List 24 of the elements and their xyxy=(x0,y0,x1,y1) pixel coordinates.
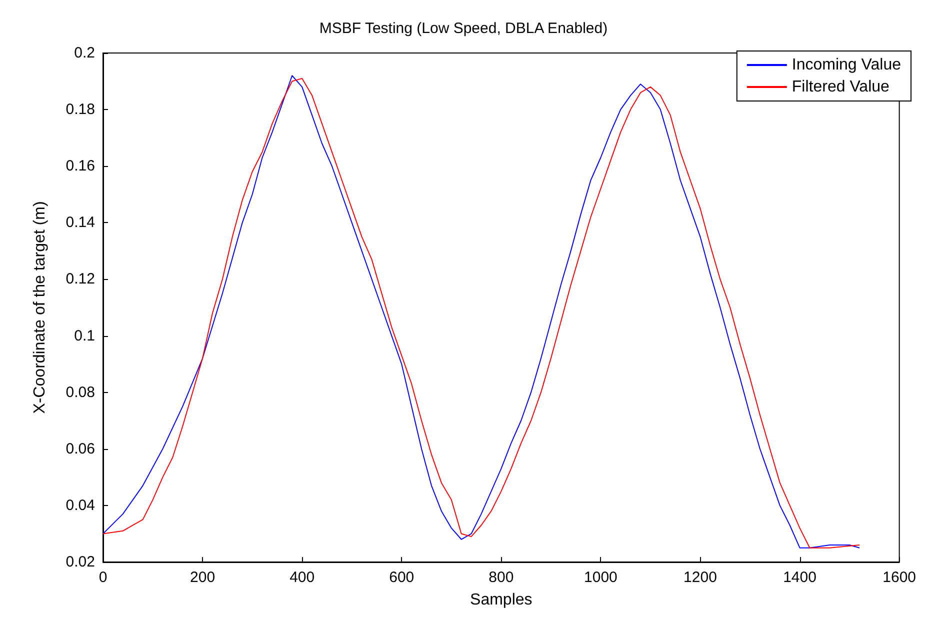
y-tick-label: 0.1 xyxy=(74,327,95,344)
x-axis-title: Samples xyxy=(470,592,532,608)
x-tick-label: 1400 xyxy=(783,569,816,586)
x-tick-label: 0 xyxy=(98,569,108,586)
x-tick-label: 200 xyxy=(190,569,216,586)
x-tick-label: 1000 xyxy=(584,569,618,586)
y-tick-label: 0.14 xyxy=(66,214,95,232)
y-tick-label: 0.06 xyxy=(66,440,95,458)
chart-title: MSBF Testing (Low Speed, DBLA Enabled) xyxy=(319,20,608,37)
y-tick-label: 0.12 xyxy=(66,270,95,288)
y-tick-label: 0.16 xyxy=(66,158,95,175)
legend-label: Filtered Value xyxy=(792,78,890,96)
legend-label: Incoming Value xyxy=(792,56,902,74)
x-tick-label: 400 xyxy=(290,569,315,586)
x-tick-label: 600 xyxy=(389,569,414,586)
y-axis-title: X-Coordinate of the target (m) xyxy=(32,201,48,414)
x-tick-label: 1200 xyxy=(684,569,717,586)
y-tick-label: 0.08 xyxy=(66,384,95,401)
y-tick-label: 0.2 xyxy=(74,44,95,62)
y-tick-label: 0.02 xyxy=(66,554,95,570)
y-tick-label: 0.18 xyxy=(66,101,95,118)
x-tick-label: 1600 xyxy=(882,569,916,586)
y-tick-label: 0.04 xyxy=(66,496,95,514)
x-tick-label: 800 xyxy=(488,569,514,586)
